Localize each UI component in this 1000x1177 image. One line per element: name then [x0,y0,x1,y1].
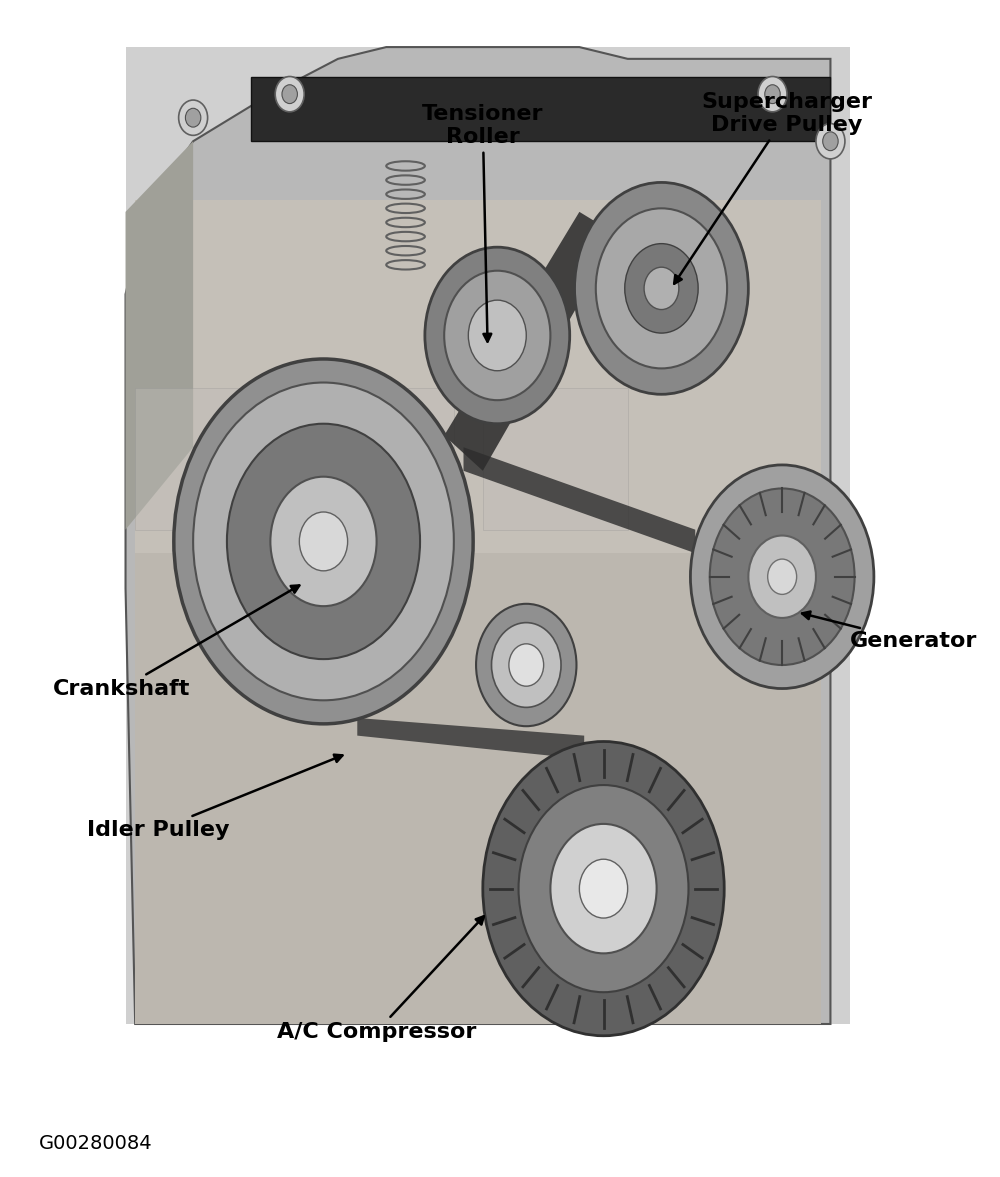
Polygon shape [126,141,193,530]
Text: A/C Compressor: A/C Compressor [277,916,484,1042]
Circle shape [748,536,816,618]
Circle shape [425,247,570,424]
Circle shape [270,477,377,606]
Circle shape [710,488,855,665]
Bar [135,553,821,1024]
Polygon shape [126,47,830,1024]
Circle shape [550,824,657,953]
Circle shape [476,604,576,726]
Circle shape [519,785,688,992]
Text: Generator: Generator [802,612,977,651]
Text: Idler Pulley: Idler Pulley [87,754,342,839]
Circle shape [625,244,698,333]
Circle shape [227,424,420,659]
Text: Tensioner
Roller: Tensioner Roller [422,104,544,341]
Circle shape [174,359,473,724]
Bar [483,388,628,530]
Polygon shape [126,47,850,1024]
Circle shape [823,132,838,151]
Circle shape [758,77,787,112]
Text: G00280084: G00280084 [39,1135,152,1153]
Circle shape [185,108,201,127]
Circle shape [690,465,874,689]
Circle shape [644,267,679,310]
Circle shape [492,623,561,707]
Circle shape [765,85,780,104]
Circle shape [483,742,724,1036]
Circle shape [468,300,526,371]
Circle shape [275,77,304,112]
Circle shape [768,559,797,594]
Circle shape [299,512,348,571]
Bar [251,77,830,141]
Circle shape [282,85,297,104]
Circle shape [579,859,628,918]
Circle shape [179,100,208,135]
Circle shape [444,271,550,400]
Circle shape [193,383,454,700]
Text: Supercharger
Drive Pulley: Supercharger Drive Pulley [674,92,872,284]
Text: Crankshaft: Crankshaft [53,585,299,698]
Circle shape [575,182,748,394]
Circle shape [596,208,727,368]
Bar [135,388,280,530]
Bar [309,388,454,530]
Circle shape [816,124,845,159]
Bar [135,200,821,1024]
Polygon shape [357,718,584,759]
Polygon shape [464,447,695,553]
Circle shape [509,644,544,686]
Polygon shape [444,212,618,471]
